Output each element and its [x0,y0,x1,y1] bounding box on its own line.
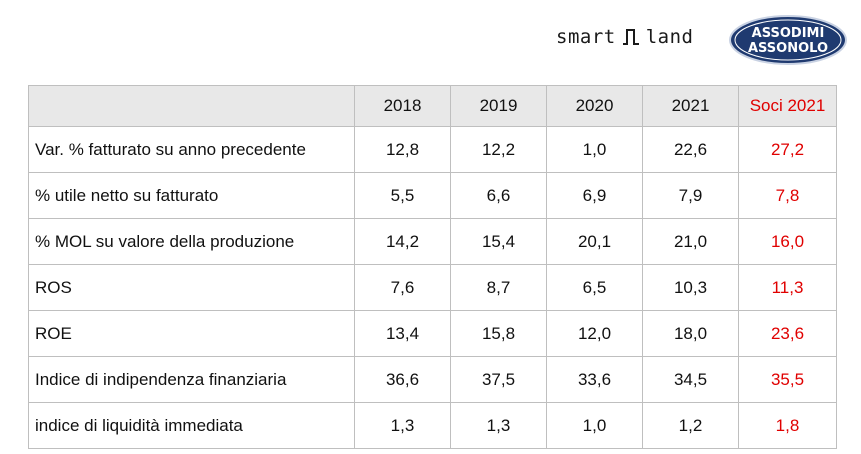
column-header-soci-2021: Soci 2021 [738,85,837,127]
cell-soci-2021: 11,3 [738,264,837,311]
cell-2018: 14,2 [354,218,451,265]
table-row: ROE 13,4 15,8 12,0 18,0 23,6 [28,310,837,357]
smart-logo-left-text: smart [556,26,616,48]
cell-2018: 5,5 [354,172,451,219]
column-header-2019: 2019 [450,85,547,127]
assodimi-assonolo-logo: ASSODIMI ASSONOLO [728,14,848,66]
table-row: Indice di indipendenza finanziaria 36,6 … [28,356,837,403]
cell-2019: 12,2 [450,126,547,173]
cell-2020: 20,1 [546,218,643,265]
row-label: ROS [28,264,355,311]
cell-2018: 1,3 [354,402,451,449]
cell-2020: 33,6 [546,356,643,403]
table-row: indice di liquidità immediata 1,3 1,3 1,… [28,402,837,449]
row-label: indice di liquidità immediata [28,402,355,449]
cell-2020: 1,0 [546,126,643,173]
cell-2020: 12,0 [546,310,643,357]
cell-2018: 36,6 [354,356,451,403]
column-header-2018: 2018 [354,85,451,127]
table-row: ROS 7,6 8,7 6,5 10,3 11,3 [28,264,837,311]
cell-soci-2021: 7,8 [738,172,837,219]
page-header: smart land ASSODIMI ASSONOLO [0,0,861,80]
smart-land-logo: smart land [556,26,693,48]
cell-2019: 15,4 [450,218,547,265]
cell-2019: 37,5 [450,356,547,403]
column-header-2020: 2020 [546,85,643,127]
row-label: % MOL su valore della produzione [28,218,355,265]
square-wave-icon [622,29,640,45]
cell-2021: 21,0 [642,218,739,265]
row-label: ROE [28,310,355,357]
cell-2018: 13,4 [354,310,451,357]
cell-2021: 10,3 [642,264,739,311]
table-header-row: 2018 2019 2020 2021 Soci 2021 [28,85,837,127]
cell-2018: 7,6 [354,264,451,311]
cell-soci-2021: 23,6 [738,310,837,357]
cell-2020: 6,5 [546,264,643,311]
table-row: % utile netto su fatturato 5,5 6,6 6,9 7… [28,172,837,219]
logo-line2: ASSONOLO [748,41,828,56]
table-row: Var. % fatturato su anno precedente 12,8… [28,126,837,173]
cell-soci-2021: 27,2 [738,126,837,173]
smart-logo-right-text: land [645,26,694,48]
cell-2021: 34,5 [642,356,739,403]
cell-soci-2021: 16,0 [738,218,837,265]
cell-2019: 1,3 [450,402,547,449]
cell-2020: 6,9 [546,172,643,219]
cell-2019: 8,7 [450,264,547,311]
row-label: Indice di indipendenza finanziaria [28,356,355,403]
cell-2021: 1,2 [642,402,739,449]
cell-2019: 15,8 [450,310,547,357]
row-label: Var. % fatturato su anno precedente [28,126,355,173]
column-header-label [28,85,355,127]
cell-2020: 1,0 [546,402,643,449]
column-header-2021: 2021 [642,85,739,127]
financial-indicators-table: 2018 2019 2020 2021 Soci 2021 Var. % fat… [28,85,837,449]
cell-soci-2021: 35,5 [738,356,837,403]
cell-2021: 18,0 [642,310,739,357]
table-row: % MOL su valore della produzione 14,2 15… [28,218,837,265]
cell-2019: 6,6 [450,172,547,219]
cell-2018: 12,8 [354,126,451,173]
cell-2021: 22,6 [642,126,739,173]
logo-line1: ASSODIMI [752,26,825,41]
row-label: % utile netto su fatturato [28,172,355,219]
cell-soci-2021: 1,8 [738,402,837,449]
cell-2021: 7,9 [642,172,739,219]
